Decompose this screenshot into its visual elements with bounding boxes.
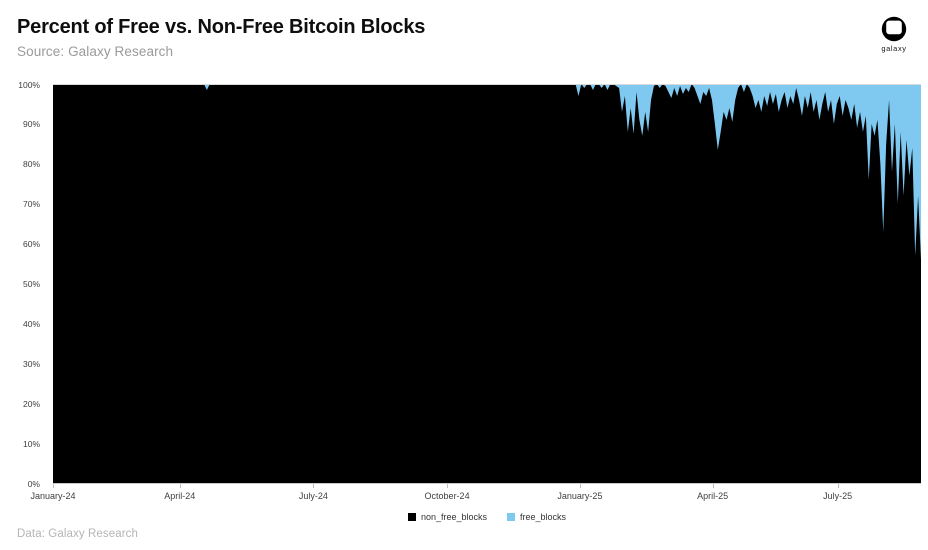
- y-tick-label: 10%: [22, 438, 40, 449]
- x-tick-mark: [179, 484, 181, 488]
- footer-data-source: Data: Galaxy Research: [17, 528, 138, 540]
- y-tick-label: 80%: [22, 159, 40, 170]
- legend-label: free_blocks: [520, 512, 567, 522]
- x-tick-label: April-24: [164, 491, 196, 501]
- y-tick-label: 0%: [27, 478, 40, 489]
- x-tick-mark: [579, 484, 581, 488]
- x-tick-mark: [837, 484, 839, 488]
- chart-legend: non_free_blocks free_blocks: [53, 512, 921, 522]
- legend-item-non_free_blocks: non_free_blocks: [407, 512, 487, 522]
- y-tick-label: 20%: [22, 398, 40, 409]
- legend-swatch-non_free_blocks: [407, 513, 416, 521]
- x-tick-label: July-25: [823, 491, 853, 501]
- non-free-blocks-area: [53, 84, 921, 483]
- x-tick-label: April-25: [697, 491, 729, 501]
- y-tick-label: 100%: [18, 79, 40, 90]
- gridline-100pct: [53, 84, 921, 85]
- x-tick-mark: [53, 484, 54, 488]
- y-tick-label: 70%: [22, 199, 40, 210]
- legend-swatch-free_blocks: [507, 513, 515, 521]
- x-tick-label: January-25: [557, 491, 603, 501]
- y-tick-label: 30%: [22, 358, 40, 369]
- legend-item-free_blocks: free_blocks: [507, 512, 566, 522]
- stacked-area-chart: [53, 84, 921, 483]
- y-axis-labels: 0% 10% 20% 30% 40% 50% 60% 70% 80% 90% 100%: [0, 80, 47, 489]
- y-tick-label: 50%: [22, 279, 40, 289]
- x-tick-mark: [712, 484, 714, 488]
- galaxy-logo-icon: [881, 16, 907, 42]
- x-tick-label: January-24: [30, 491, 76, 501]
- x-tick-mark: [447, 484, 449, 488]
- x-tick-label: October-24: [424, 491, 470, 501]
- x-axis-line: [53, 483, 921, 484]
- x-tick-label: July-24: [298, 491, 328, 501]
- galaxy-logo: galaxy: [872, 16, 916, 53]
- legend-label: non_free_blocks: [420, 512, 487, 522]
- galaxy-logo-label: galaxy: [881, 44, 907, 53]
- x-tick-mark: [313, 484, 315, 488]
- y-tick-label: 90%: [22, 119, 40, 130]
- y-tick-label: 40%: [22, 318, 40, 329]
- y-tick-label: 60%: [22, 239, 40, 250]
- chart-source-subtitle: Source: Galaxy Research: [17, 44, 174, 59]
- plot-area: [53, 84, 921, 483]
- x-axis-labels: January-24 April-24 July-24 October-24 Janua…: [30, 483, 921, 507]
- page-title: Percent of Free vs. Non-Free Bitcoin Blo…: [17, 16, 426, 38]
